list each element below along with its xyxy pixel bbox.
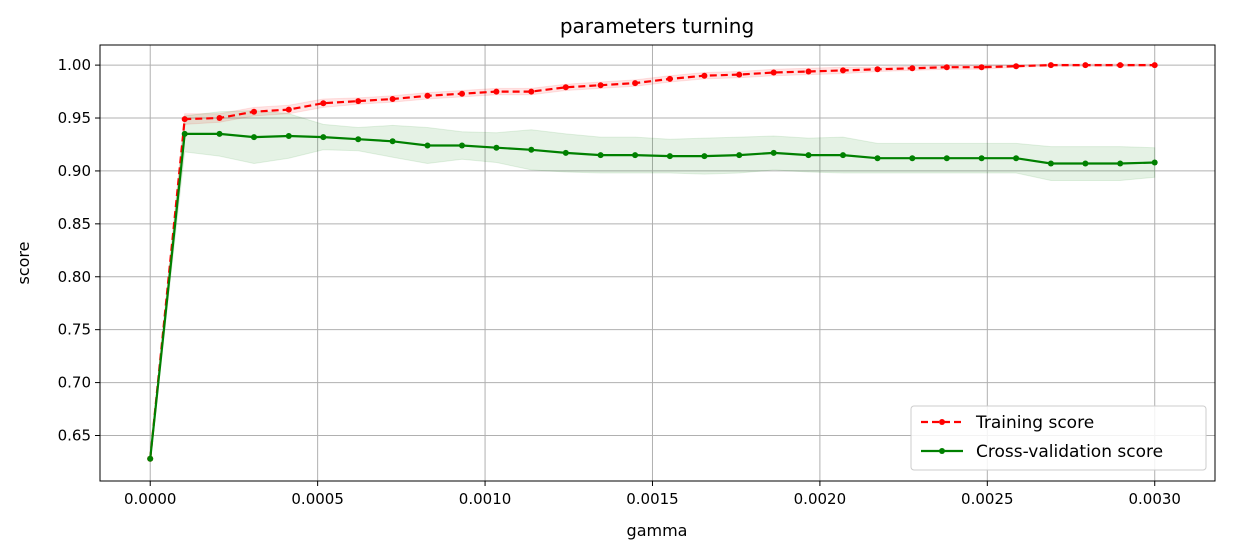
- point-training: [528, 88, 535, 95]
- point-cross-validation: [597, 152, 604, 159]
- point-cross-validation: [1117, 160, 1124, 167]
- x-tick-label: 0.0030: [1128, 490, 1181, 508]
- point-training: [632, 80, 639, 87]
- point-cross-validation: [909, 155, 916, 162]
- point-cross-validation: [355, 136, 362, 143]
- point-training: [459, 90, 465, 97]
- line-training: [149, 63, 1155, 459]
- y-axis-label: score: [14, 242, 33, 285]
- point-training: [424, 92, 431, 99]
- band-cross-validation: [149, 110, 1156, 461]
- y-tick-label: 0.75: [58, 321, 91, 339]
- point-cross-validation: [701, 153, 708, 160]
- x-tick-label: 0.0000: [124, 490, 177, 508]
- point-cross-validation: [770, 149, 777, 156]
- point-training: [874, 66, 881, 73]
- x-axis-label: gamma: [627, 521, 688, 540]
- legend: Training score Cross-validation score: [910, 405, 1207, 471]
- x-tick-label: 0.0020: [794, 490, 847, 508]
- point-training: [597, 82, 604, 89]
- point-training: [1117, 62, 1124, 69]
- point-cross-validation: [736, 152, 743, 159]
- point-cross-validation: [632, 152, 639, 159]
- point-training: [181, 116, 188, 123]
- point-cross-validation: [943, 155, 950, 162]
- legend-cv-label: Cross-validation score: [976, 442, 1163, 462]
- point-training: [701, 72, 708, 79]
- point-cross-validation: [251, 134, 257, 141]
- y-tick-label: 0.90: [58, 162, 91, 180]
- legend-box: [910, 405, 1207, 471]
- legend-cv-marker: [939, 448, 945, 454]
- point-training: [355, 98, 362, 105]
- point-cross-validation: [528, 146, 535, 153]
- point-cross-validation: [978, 155, 985, 162]
- point-cross-validation: [181, 130, 188, 137]
- point-cross-validation: [666, 153, 673, 160]
- grid: [100, 45, 1215, 481]
- y-tick-label: 0.65: [58, 426, 91, 444]
- point-cross-validation: [1082, 160, 1089, 167]
- legend-training-marker: [939, 419, 945, 425]
- point-cross-validation: [147, 455, 154, 462]
- point-training: [1151, 62, 1158, 69]
- x-tick-label: 0.0005: [291, 490, 344, 508]
- axes: 0.0000 0.0005 0.0010 0.0015 0.0020 0.0025 0.00…: [58, 56, 1181, 508]
- x-tick-label: 0.0025: [961, 490, 1014, 508]
- point-cross-validation: [874, 155, 881, 162]
- point-training: [805, 68, 812, 75]
- point-training: [562, 84, 569, 91]
- point-training: [389, 96, 396, 102]
- x-tick-label: 0.0015: [626, 490, 679, 508]
- point-cross-validation: [1151, 159, 1158, 166]
- point-training: [320, 100, 327, 107]
- point-cross-validation: [285, 133, 292, 139]
- point-training: [770, 69, 777, 76]
- point-cross-validation: [216, 130, 223, 137]
- point-training: [666, 75, 673, 82]
- point-training: [943, 64, 950, 71]
- point-cross-validation: [389, 138, 396, 145]
- point-cross-validation: [493, 144, 500, 151]
- point-training: [840, 67, 846, 74]
- chart-title: parameters turning: [560, 14, 754, 38]
- point-training: [1082, 62, 1089, 69]
- point-training: [216, 115, 223, 121]
- point-cross-validation: [562, 149, 569, 156]
- point-training: [909, 65, 916, 72]
- legend-training-label: Training score: [975, 413, 1094, 433]
- y-tick-label: 0.80: [58, 268, 91, 286]
- point-cross-validation: [805, 152, 812, 159]
- point-cross-validation: [320, 134, 327, 141]
- line-cross-validation: [149, 132, 1155, 459]
- y-tick-label: 0.70: [58, 374, 91, 392]
- point-training: [736, 71, 743, 78]
- plot-frame: [99, 44, 1216, 482]
- point-cross-validation: [1047, 160, 1054, 167]
- y-tick-label: 0.95: [58, 109, 91, 127]
- series-lines: [147, 62, 1158, 462]
- point-training: [1047, 62, 1054, 69]
- point-cross-validation: [459, 142, 465, 149]
- y-tick-label: 1.00: [58, 56, 91, 74]
- point-training: [978, 64, 985, 71]
- point-training: [493, 88, 500, 95]
- point-training: [285, 106, 292, 113]
- point-training: [251, 108, 257, 115]
- point-training: [1013, 63, 1020, 70]
- y-tick-label: 0.85: [58, 215, 91, 233]
- point-cross-validation: [424, 142, 431, 149]
- x-tick-label: 0.0010: [459, 490, 512, 508]
- point-cross-validation: [1013, 155, 1020, 162]
- point-cross-validation: [840, 152, 846, 159]
